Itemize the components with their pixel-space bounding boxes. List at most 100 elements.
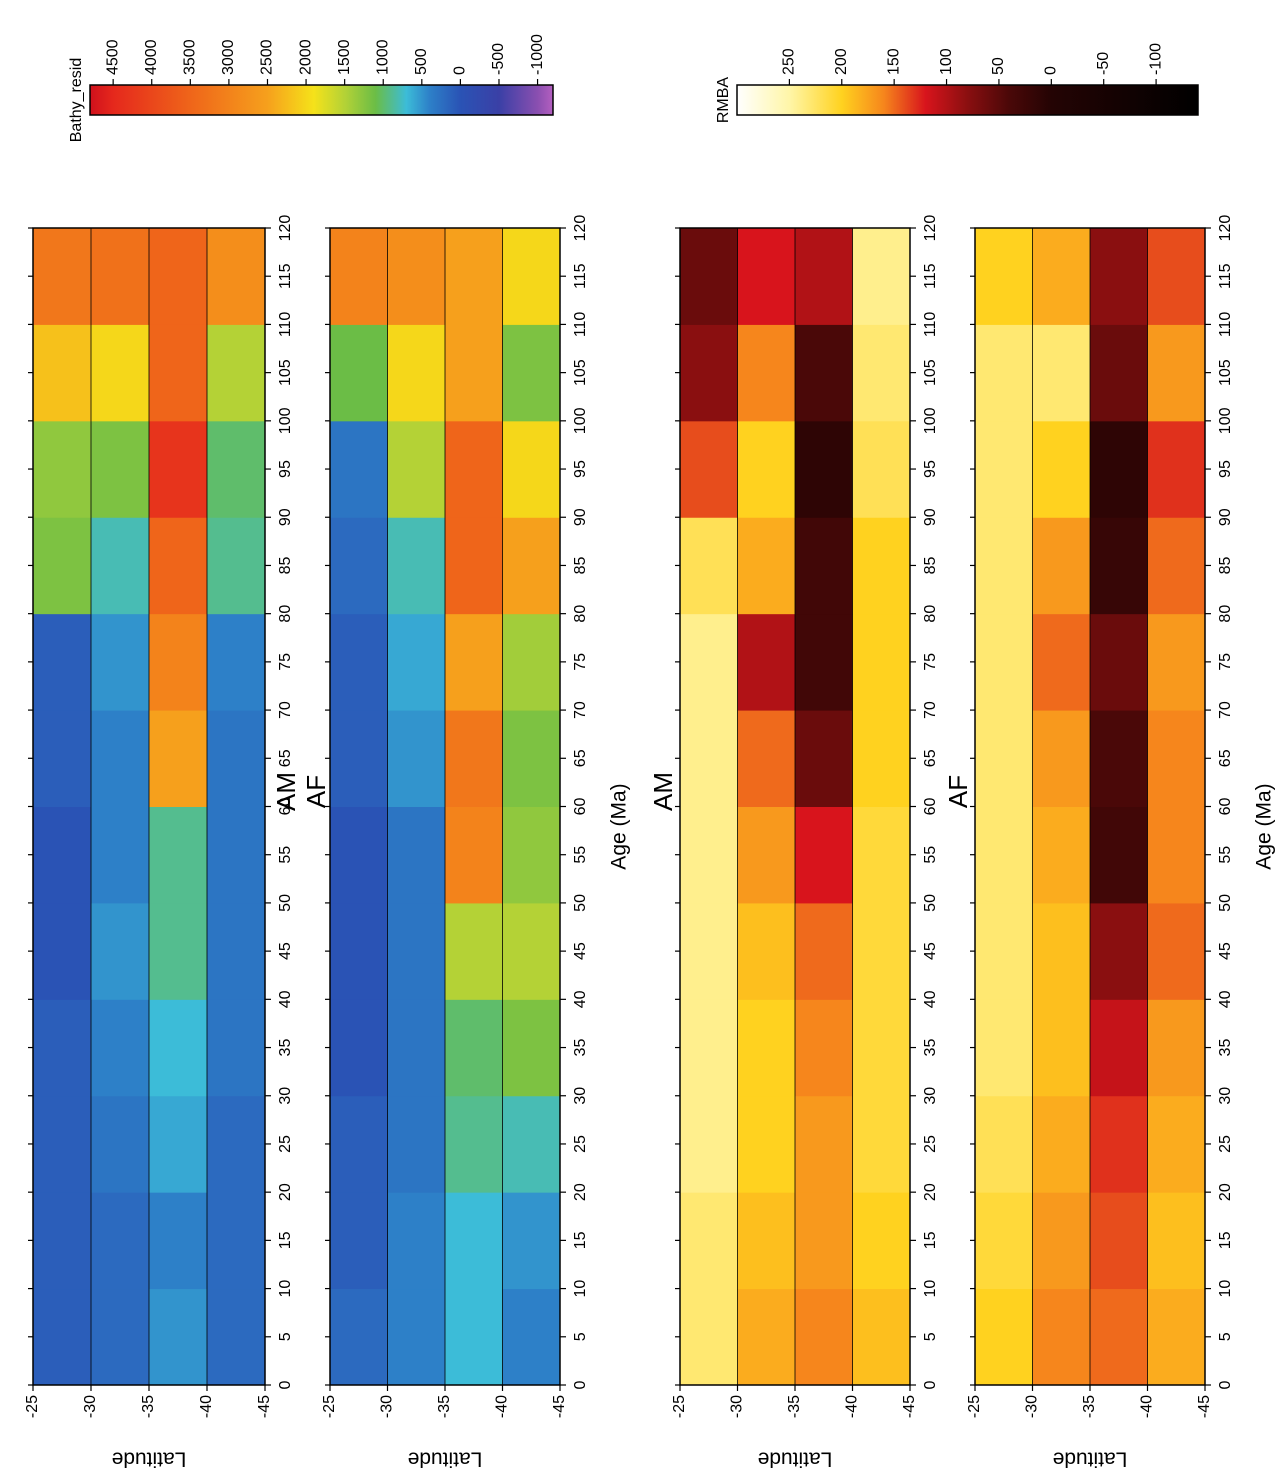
heatmap-cell	[975, 613, 1033, 711]
heatmap-cell	[795, 902, 853, 1000]
heatmap-cell	[795, 517, 853, 615]
x-tick-label: 120	[1217, 215, 1234, 242]
heatmap-cell	[1147, 613, 1206, 711]
heatmap-cell	[149, 902, 208, 1000]
heatmap-cell	[330, 710, 388, 807]
heatmap-cell	[1032, 710, 1091, 807]
heatmap-cell	[91, 1192, 150, 1290]
heatmap-cell	[1032, 613, 1091, 711]
heatmap-cell	[445, 228, 503, 325]
heatmap-cell	[330, 806, 388, 904]
x-tick-label: 85	[1217, 556, 1234, 574]
x-tick-label: 10	[572, 1280, 589, 1298]
heatmap-cell	[1032, 517, 1091, 615]
heatmap-cell	[149, 613, 208, 711]
heatmap-cell	[1147, 999, 1206, 1097]
heatmap-cell	[91, 710, 150, 807]
heatmap-cell	[445, 517, 503, 615]
panel-title: AM	[271, 772, 301, 811]
heatmap-cell	[502, 1192, 561, 1290]
x-tick-label: 80	[922, 605, 939, 623]
heatmap-cell	[207, 710, 266, 807]
x-tick-label: 45	[572, 942, 589, 960]
heatmap-cell	[975, 1288, 1033, 1386]
x-tick-label: 70	[922, 701, 939, 719]
heatmap-cell	[387, 710, 446, 807]
heatmap-cell	[1090, 1192, 1148, 1290]
x-tick-label: 35	[572, 1039, 589, 1057]
heatmap-cell	[91, 613, 150, 711]
heatmap-cell	[445, 806, 503, 904]
x-tick-label: 85	[572, 556, 589, 574]
heatmap-cell	[680, 999, 738, 1097]
heatmap-cell	[975, 517, 1033, 615]
heatmap-cell	[1032, 806, 1091, 904]
heatmap-cell	[91, 517, 150, 615]
x-tick-label: 45	[922, 942, 939, 960]
heatmap-cell	[975, 806, 1033, 904]
panel-title: AM	[648, 772, 678, 811]
colorbar-tick-label: 0	[1043, 66, 1060, 75]
heatmap-cell	[91, 1095, 150, 1193]
heatmap-cell	[1090, 999, 1148, 1097]
x-tick-label: 115	[922, 263, 939, 289]
x-tick-label: 50	[572, 894, 589, 912]
y-axis-label: Latitude	[112, 1447, 187, 1470]
x-tick-label: 55	[922, 846, 939, 864]
x-tick-label: 15	[1217, 1231, 1234, 1249]
heatmap-cell	[852, 517, 911, 615]
heatmap-cell	[91, 324, 150, 422]
heatmap-cell	[1090, 517, 1148, 615]
panel-frame	[32, 227, 266, 1386]
x-tick-label: 85	[922, 556, 939, 574]
heatmap-cell	[975, 710, 1033, 807]
x-tick-label: 35	[277, 1039, 294, 1057]
heatmap-cell	[1147, 517, 1206, 615]
heatmap-cell	[207, 1288, 266, 1386]
heatmap-cell	[975, 1095, 1033, 1193]
heatmap-cell	[33, 228, 92, 325]
heatmap-cell	[387, 613, 446, 711]
heatmap-cell	[445, 1192, 503, 1290]
heatmap-cell	[680, 420, 738, 518]
x-tick-label: 20	[922, 1183, 939, 1201]
heatmap-cell	[737, 517, 796, 615]
heatmap-cell	[795, 999, 853, 1097]
colorbar-tick-label: 100	[938, 48, 955, 75]
heatmap-cell	[502, 613, 561, 711]
heatmap-cell	[1147, 1095, 1206, 1193]
heatmap-cell	[1147, 806, 1206, 904]
x-tick-label: 65	[277, 749, 294, 767]
x-tick-label: 15	[277, 1231, 294, 1249]
heatmap-cell	[33, 1095, 92, 1193]
heatmap-cell	[1090, 420, 1148, 518]
y-tick-label: -30	[1024, 1395, 1041, 1418]
heatmap-cell	[737, 1192, 796, 1290]
colorbar-label: RMBA	[715, 77, 732, 124]
heatmap-cell	[330, 613, 388, 711]
heatmap-cell	[330, 228, 388, 325]
x-tick-label: 80	[277, 605, 294, 623]
x-tick-label: 60	[922, 798, 939, 816]
colorbar-tick-label: 1500	[336, 39, 353, 75]
heatmap-cell	[445, 613, 503, 711]
y-tick-label: -25	[966, 1395, 983, 1418]
heatmap-cell	[445, 902, 503, 1000]
heatmap-cell	[1147, 228, 1206, 325]
x-tick-label: 35	[1217, 1039, 1234, 1057]
heatmap-cell	[330, 902, 388, 1000]
colorbar-tick-label: 1000	[374, 39, 391, 75]
heatmap-cell	[1090, 1095, 1148, 1193]
heatmap-cell	[91, 228, 150, 325]
x-tick-label: 30	[277, 1087, 294, 1105]
heatmap-cell	[502, 1095, 561, 1193]
x-tick-label: 60	[277, 798, 294, 816]
x-tick-label: 95	[277, 460, 294, 478]
heatmap-cell	[1090, 806, 1148, 904]
heatmap-cell	[795, 420, 853, 518]
heatmap-cell	[502, 1288, 561, 1386]
x-tick-label: 55	[1217, 846, 1234, 864]
heatmap-cell	[207, 324, 266, 422]
colorbar	[736, 84, 1199, 116]
x-tick-label: 90	[572, 508, 589, 526]
